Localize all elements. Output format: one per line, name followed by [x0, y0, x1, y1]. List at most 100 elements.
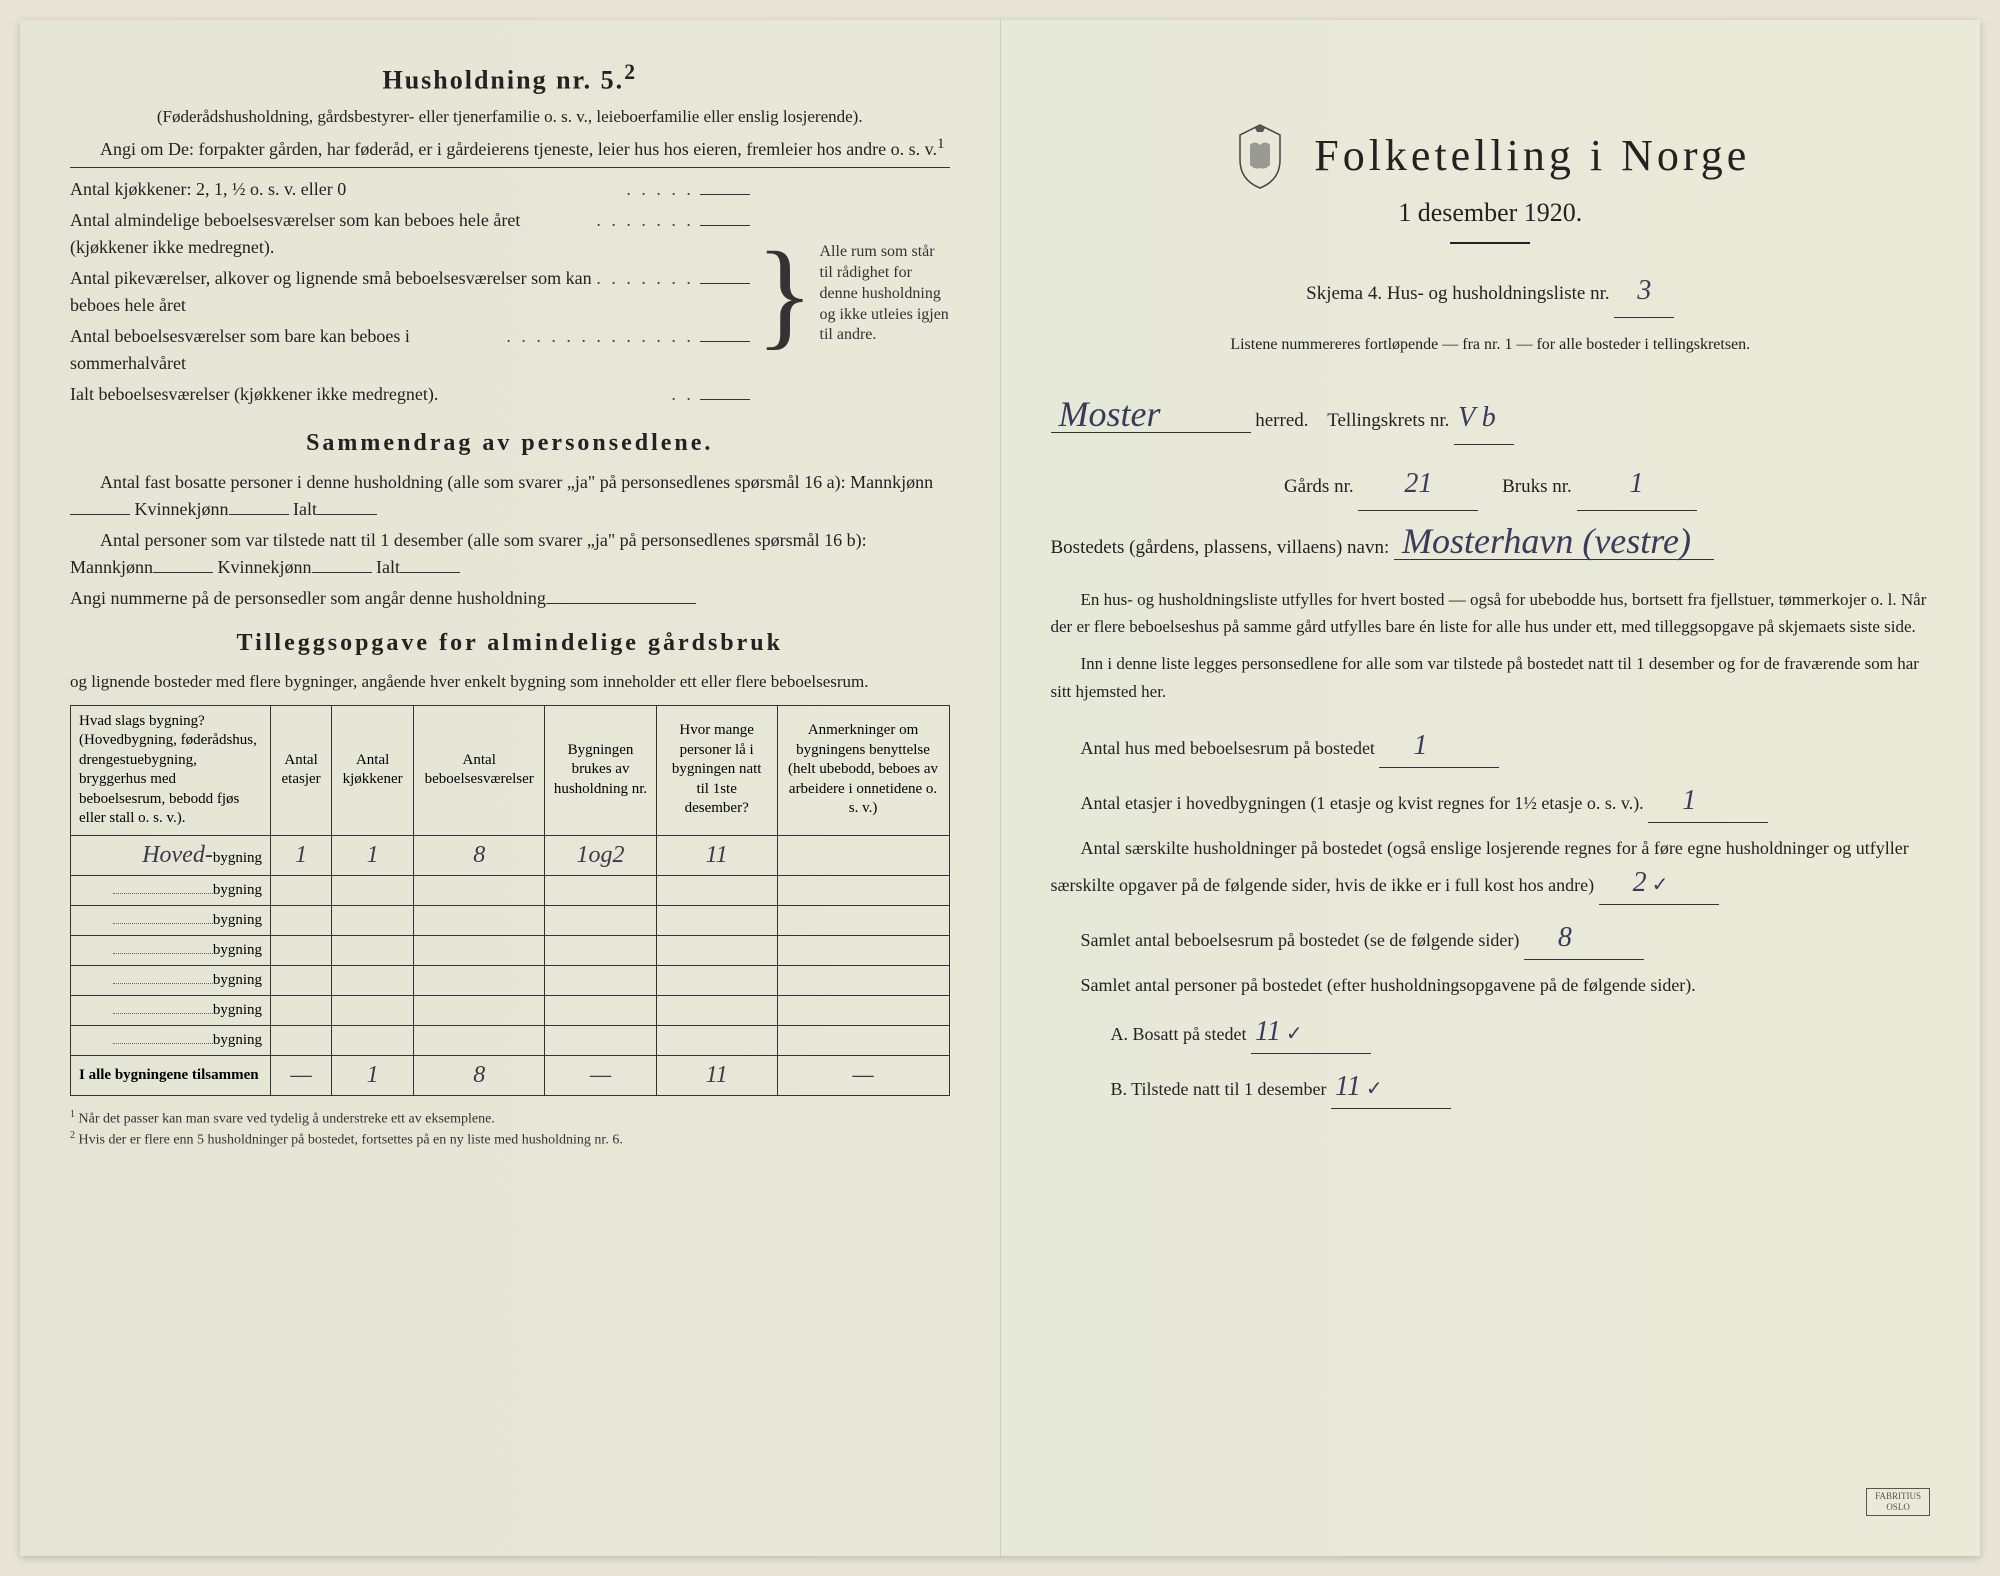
building-table: Hvad slags bygning? (Hovedbygning, føder… [70, 705, 950, 1096]
table-cell [656, 995, 777, 1025]
total-cell: — [545, 1055, 657, 1095]
left-page: Husholdning nr. 5.2 (Føderådshusholdning… [20, 20, 1001, 1556]
building-label-cell: bygning [71, 875, 271, 905]
table-cell [777, 1025, 949, 1055]
listene-line: Listene nummereres fortløpende — fra nr.… [1051, 330, 1931, 360]
bruks-value: 1 [1630, 468, 1644, 499]
total-cell: — [271, 1055, 332, 1095]
room-line: Antal beboelsesværelser som bare kan beb… [70, 323, 506, 377]
building-label-cell: bygning [71, 995, 271, 1025]
tillegg-heading: Tilleggsopgave for almindelige gårdsbruk [70, 630, 950, 657]
rooms-brace-section: Antal kjøkkener: 2, 1, ½ o. s. v. eller … [70, 176, 950, 412]
building-label-cell: bygning [71, 1025, 271, 1055]
table-cell: 1og2 [545, 835, 657, 875]
table-cell [332, 875, 414, 905]
table-cell [545, 995, 657, 1025]
table-cell [777, 935, 949, 965]
qa-value: 11 [1255, 1016, 1281, 1047]
table-cell [777, 995, 949, 1025]
bosted-value: Mosterhavn (vestre) [1394, 523, 1714, 560]
table-cell [656, 875, 777, 905]
table-cell [545, 905, 657, 935]
brace-note: Alle rum som står til rådighet for denne… [820, 242, 950, 346]
table-cell [545, 965, 657, 995]
table-row: bygning [71, 875, 950, 905]
building-label-cell: bygning [71, 935, 271, 965]
table-row: bygning [71, 1025, 950, 1055]
table-cell [271, 935, 332, 965]
q3-value: 2 [1633, 867, 1647, 898]
table-header-row: Hvad slags bygning? (Hovedbygning, føder… [71, 705, 950, 835]
title-rule [1450, 242, 1530, 244]
printer-stamp: FABRITIUSOSLO [1866, 1488, 1930, 1516]
room-line: Antal pikeværelser, alkover og lignende … [70, 265, 596, 319]
table-cell: 11 [656, 835, 777, 875]
room-line: Ialt beboelsesværelser (kjøkkener ikke m… [70, 381, 671, 408]
table-cell [414, 875, 545, 905]
skjema-line: Skjema 4. Hus- og husholdningsliste nr. … [1051, 264, 1931, 318]
intro-paren: (Føderådshusholdning, gårdsbestyrer- ell… [70, 104, 950, 130]
table-cell [656, 965, 777, 995]
th-rooms: Antal beboelsesværelser [414, 705, 545, 835]
table-cell: 8 [414, 835, 545, 875]
table-cell [545, 875, 657, 905]
th-notes: Anmerkninger om bygningens benyttelse (h… [777, 705, 949, 835]
gards-line: Gårds nr. 21 Bruks nr. 1 [1051, 457, 1931, 511]
q1-line: Antal hus med beboelsesrum på bostedet 1 [1051, 725, 1931, 768]
th-kitchens: Antal kjøkkener [332, 705, 414, 835]
table-cell [777, 875, 949, 905]
qb-line: B. Tilstede natt til 1 desember 11 ✓ [1051, 1066, 1931, 1109]
room-line: Antal almindelige beboelsesværelser som … [70, 207, 596, 261]
table-cell [332, 905, 414, 935]
table-cell [656, 905, 777, 935]
table-cell [777, 965, 949, 995]
table-cell [271, 905, 332, 935]
gards-value: 21 [1404, 468, 1432, 499]
table-cell [656, 935, 777, 965]
table-cell [414, 935, 545, 965]
sammendrag-line-2: Antal personer som var tilstede natt til… [70, 527, 950, 581]
title-block: Folketelling i Norge 1 desember 1920. [1051, 120, 1931, 244]
q1-value: 1 [1413, 730, 1427, 761]
table-cell [414, 965, 545, 995]
tillegg-intro: og lignende bosteder med flere bygninger… [70, 669, 950, 695]
table-cell [656, 1025, 777, 1055]
instruction-block: En hus- og husholdningsliste utfylles fo… [1051, 586, 1931, 705]
table-cell [414, 905, 545, 935]
q3-line: Antal særskilte husholdninger på bostede… [1051, 835, 1931, 905]
table-cell [332, 935, 414, 965]
total-cell: 1 [332, 1055, 414, 1095]
total-cell: — [777, 1055, 949, 1095]
th-household-nr: Bygningen brukes av husholdning nr. [545, 705, 657, 835]
q2-line: Antal etasjer i hovedbygningen (1 etasje… [1051, 780, 1931, 823]
th-floors: Antal etasjer [271, 705, 332, 835]
q4-line: Samlet antal beboelsesrum på bostedet (s… [1051, 917, 1931, 960]
qa-line: A. Bosatt på stedet 11 ✓ [1051, 1011, 1931, 1054]
total-cell: 11 [656, 1055, 777, 1095]
herred-value: Moster [1051, 396, 1251, 433]
th-persons: Hvor mange personer lå i bygningen natt … [656, 705, 777, 835]
subtitle: 1 desember 1920. [1051, 198, 1931, 228]
table-row: bygning [71, 965, 950, 995]
main-title: Folketelling i Norge [1314, 130, 1750, 181]
table-row: Hoved-bygning1181og211 [71, 835, 950, 875]
household-heading: Husholdning nr. 5.2 [70, 60, 950, 96]
q5-line: Samlet antal personer på bostedet (efter… [1051, 972, 1931, 999]
table-cell [332, 1025, 414, 1055]
skjema-nr-value: 3 [1637, 275, 1651, 306]
bosted-line: Bostedets (gårdens, plassens, villaens) … [1051, 523, 1931, 566]
table-cell [777, 835, 949, 875]
table-cell [271, 1025, 332, 1055]
census-document: Husholdning nr. 5.2 (Føderådshusholdning… [20, 20, 1980, 1556]
table-cell [271, 875, 332, 905]
table-cell [271, 995, 332, 1025]
building-label-cell: Hoved-bygning [71, 835, 271, 875]
instruction-para-2: Inn i denne liste legges personsedlene f… [1051, 650, 1931, 704]
qb-value: 11 [1335, 1071, 1361, 1102]
table-cell [414, 1025, 545, 1055]
table-row: bygning [71, 935, 950, 965]
table-cell: 1 [271, 835, 332, 875]
table-cell [332, 965, 414, 995]
q4-value: 8 [1558, 922, 1572, 953]
table-cell [545, 1025, 657, 1055]
